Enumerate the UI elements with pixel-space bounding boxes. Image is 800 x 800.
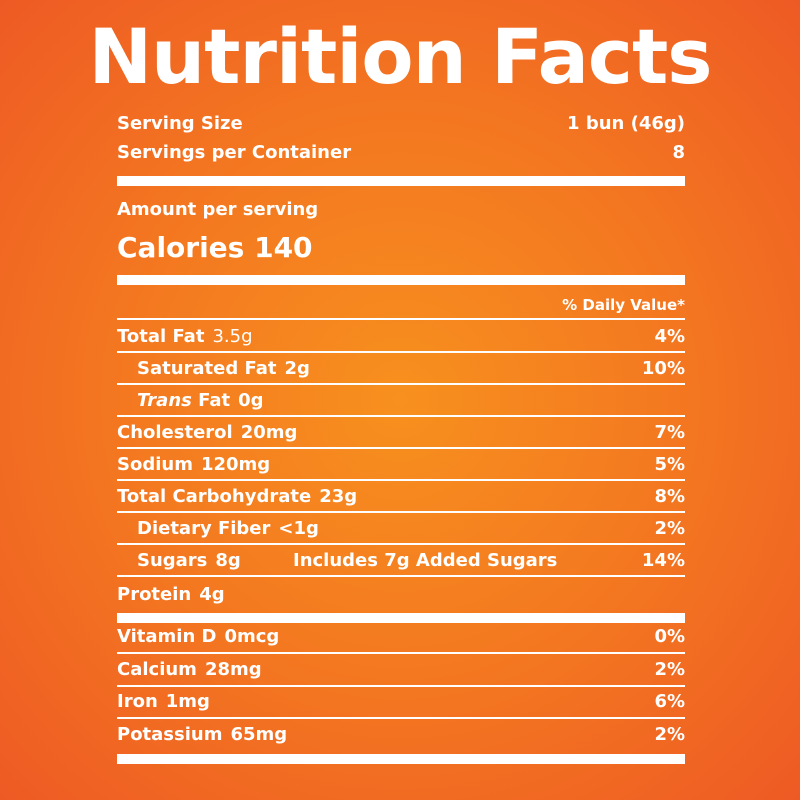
nutrient-name: Sodium — [117, 454, 193, 475]
nutrient-name: Sugars — [137, 550, 208, 571]
nutrient-amount: 23g — [319, 486, 358, 507]
calories-row: Calories 140 — [117, 228, 313, 268]
vitamin-dv: 2% — [654, 724, 685, 745]
divider — [117, 415, 685, 417]
calories-label: Calories — [117, 231, 245, 264]
divider — [117, 479, 685, 481]
nutrient-name-italic: Trans — [137, 390, 192, 411]
nutrient-amount: <1g — [278, 518, 319, 539]
vitamin-row-calcium: Calcium 28mg 2% — [117, 657, 685, 683]
divider — [117, 575, 685, 577]
serving-size-row: Serving Size 1 bun (46g) — [117, 111, 685, 137]
nutrient-dv: 5% — [654, 454, 685, 475]
nutrient-amount: 120mg — [200, 454, 271, 475]
servings-per-container-row: Servings per Container 8 — [117, 140, 685, 166]
divider — [117, 447, 685, 449]
vitamin-row-potassium: Potassium 65mg 2% — [117, 722, 685, 748]
vitamin-amount: 1mg — [165, 691, 210, 712]
divider — [117, 318, 685, 320]
divider — [117, 685, 685, 687]
serving-size-value: 1 bun (46g) — [567, 113, 685, 134]
nutrient-amount: 8g — [215, 550, 241, 571]
daily-value-header: % Daily Value* — [562, 296, 685, 314]
servings-per-container-label: Servings per Container — [117, 142, 352, 163]
nutrient-row-dietary-fiber: Dietary Fiber <1g 2% — [117, 516, 685, 542]
servings-per-container-value: 8 — [672, 142, 685, 163]
nutrient-row-cholesterol: Cholesterol 20mg 7% — [117, 420, 685, 446]
nutrient-row-trans-fat: Trans Fat 0g — [117, 388, 685, 414]
vitamin-name: Calcium — [117, 659, 197, 680]
nutrient-row-sodium: Sodium 120mg 5% — [117, 452, 685, 478]
nutrient-dv: 14% — [641, 550, 685, 571]
vitamin-row-vitamin-d: Vitamin D 0mcg 0% — [117, 624, 685, 650]
nutrient-name: Saturated Fat — [137, 358, 277, 379]
serving-size-label: Serving Size — [117, 113, 243, 134]
thick-divider — [117, 275, 685, 285]
nutrient-dv: 10% — [641, 358, 685, 379]
nutrient-amount: 3.5g — [212, 326, 253, 347]
nutrient-amount: 0g — [238, 390, 264, 411]
nutrient-name: Protein — [117, 584, 192, 605]
vitamin-dv: 2% — [654, 659, 685, 680]
amount-per-serving-label: Amount per serving — [117, 199, 319, 220]
nutrient-row-saturated-fat: Saturated Fat 2g 10% — [117, 356, 685, 382]
nutrition-facts-title: Nutrition Facts — [88, 12, 712, 101]
nutrient-row-total-carbohydrate: Total Carbohydrate 23g 8% — [117, 484, 685, 510]
nutrient-name: Dietary Fiber — [137, 518, 271, 539]
vitamin-name: Iron — [117, 691, 158, 712]
nutrient-dv: 4% — [654, 326, 685, 347]
thick-divider — [117, 613, 685, 623]
nutrient-row-total-fat: Total Fat 3.5g 4% — [117, 324, 685, 350]
divider — [117, 543, 685, 545]
vitamin-amount: 65mg — [230, 724, 288, 745]
thick-divider — [117, 176, 685, 186]
vitamin-dv: 0% — [654, 626, 685, 647]
nutrient-name: Fat — [198, 390, 231, 411]
divider — [117, 383, 685, 385]
nutrient-amount: 20mg — [240, 422, 298, 443]
vitamin-name: Vitamin D — [117, 626, 217, 647]
thick-divider — [117, 754, 685, 764]
vitamin-row-iron: Iron 1mg 6% — [117, 689, 685, 715]
nutrient-dv: 7% — [654, 422, 685, 443]
vitamin-dv: 6% — [654, 691, 685, 712]
vitamin-name: Potassium — [117, 724, 223, 745]
divider — [117, 511, 685, 513]
nutrient-amount: 4g — [199, 584, 225, 605]
vitamin-amount: 28mg — [204, 659, 262, 680]
calories-value: 140 — [254, 231, 313, 264]
nutrient-dv: 2% — [654, 518, 685, 539]
divider — [117, 652, 685, 654]
vitamin-amount: 0mcg — [224, 626, 280, 647]
nutrient-name: Total Fat — [117, 326, 205, 347]
divider — [117, 351, 685, 353]
divider — [117, 717, 685, 719]
added-sugars-label: Includes 7g Added Sugars — [293, 550, 558, 571]
nutrient-name: Total Carbohydrate — [117, 486, 312, 507]
nutrient-dv: 8% — [654, 486, 685, 507]
nutrient-row-sugars: Sugars 8g Includes 7g Added Sugars 14% — [117, 548, 685, 574]
nutrient-name: Cholesterol — [117, 422, 233, 443]
nutrient-amount: 2g — [284, 358, 310, 379]
nutrient-row-protein: Protein 4g — [117, 582, 685, 608]
amount-per-serving-row: Amount per serving — [117, 197, 685, 223]
